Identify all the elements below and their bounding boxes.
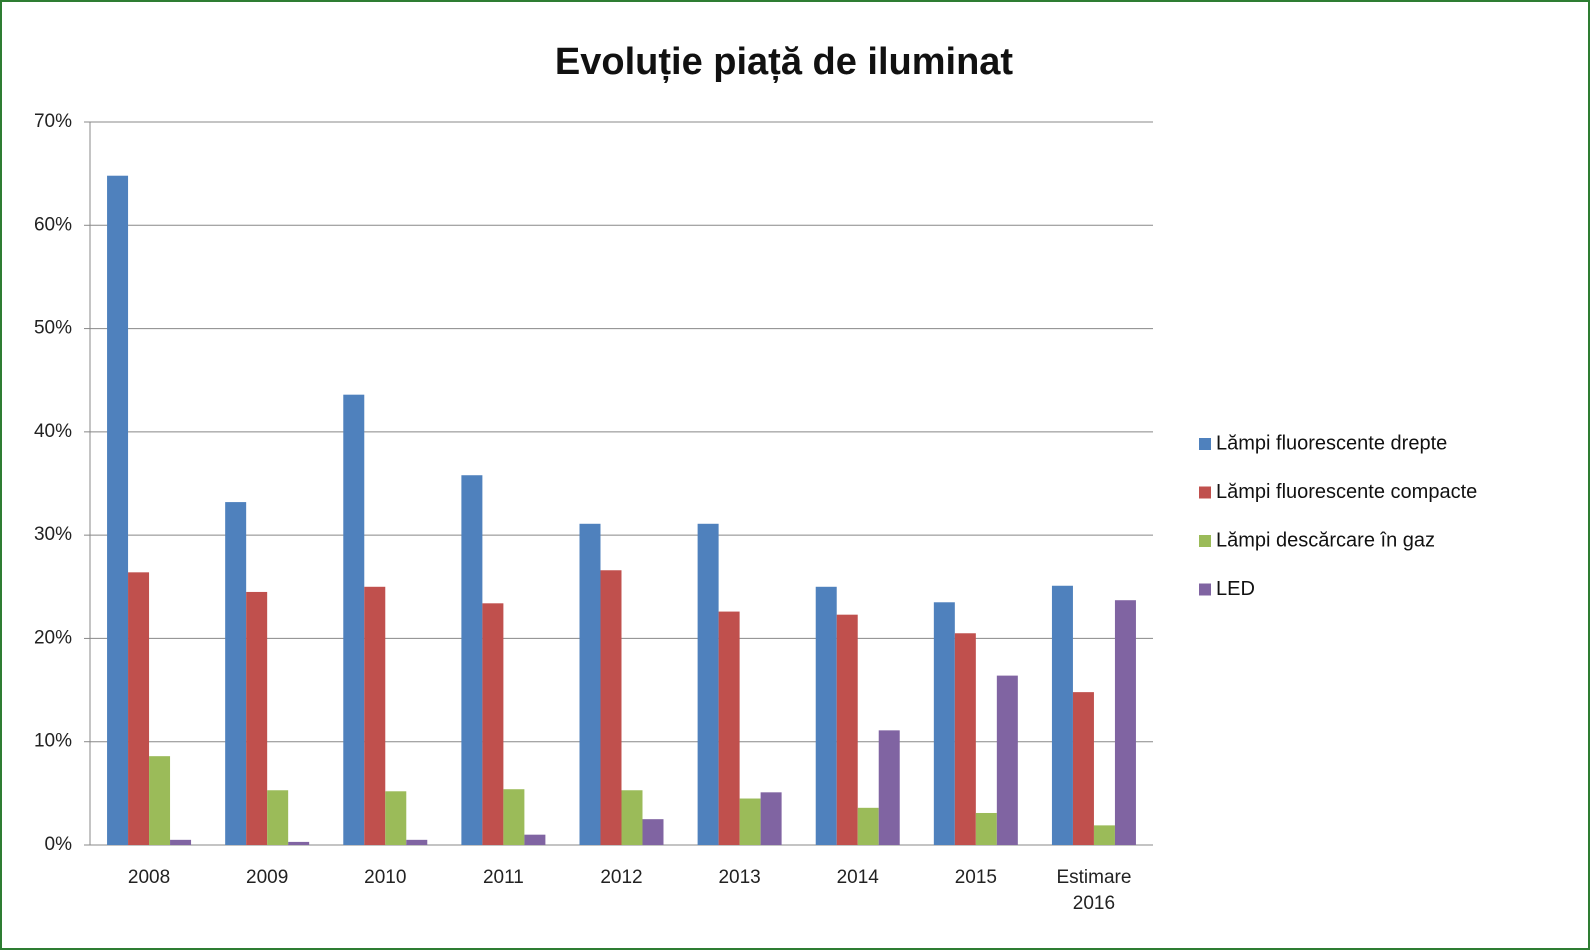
- bar: [1093, 825, 1115, 845]
- bar: [503, 789, 525, 845]
- y-tick-label: 70%: [34, 111, 72, 132]
- legend-swatch: [1199, 535, 1211, 547]
- bar: [482, 603, 504, 845]
- bar: [975, 812, 997, 845]
- y-tick-label: 10%: [34, 731, 72, 752]
- x-tick-label: 2010: [364, 867, 407, 888]
- y-tick-label: 30%: [34, 524, 72, 545]
- legend-swatch: [1199, 438, 1211, 450]
- legend-label: Lămpi fluorescente compacte: [1216, 481, 1477, 503]
- bar: [524, 834, 546, 845]
- bar: [857, 807, 879, 845]
- bar: [954, 633, 976, 845]
- bar: [1051, 585, 1073, 845]
- x-tick-label: 2014: [836, 867, 879, 888]
- bar: [642, 819, 664, 845]
- bar: [267, 790, 289, 845]
- y-tick-label: 0%: [45, 834, 73, 855]
- bar: [1114, 600, 1136, 845]
- legend-label: Lămpi fluorescente drepte: [1216, 432, 1447, 454]
- bar: [149, 756, 171, 845]
- x-tick-label: 2008: [127, 867, 171, 888]
- bar: [385, 791, 407, 845]
- x-tick-label: Estimare 2016: [1056, 867, 1132, 914]
- y-tick-label: 20%: [34, 627, 72, 648]
- y-tick-label: 60%: [34, 214, 72, 235]
- bar: [996, 675, 1018, 845]
- x-tick-label: 2012: [600, 867, 643, 888]
- bar: [878, 730, 900, 845]
- bar: [579, 523, 601, 845]
- x-tick-label: 2011: [482, 867, 524, 888]
- bar: [461, 475, 483, 845]
- bar: [718, 611, 740, 845]
- bar: [128, 572, 150, 845]
- x-tick-label: 2009: [246, 867, 289, 888]
- bar: [760, 792, 782, 845]
- bar: [107, 175, 129, 846]
- bar: [225, 502, 247, 845]
- bar: [288, 841, 310, 845]
- x-tick-label: 2015: [954, 867, 997, 888]
- bar: [246, 591, 268, 845]
- bar: [170, 839, 192, 845]
- bar: [933, 602, 955, 845]
- chart-title: Evoluție piață de iluminat: [555, 41, 1014, 83]
- bar: [739, 798, 761, 845]
- x-tick-label: 2013: [718, 867, 761, 888]
- bar: [697, 523, 719, 845]
- bar: [815, 586, 837, 845]
- bar: [406, 839, 428, 845]
- legend-swatch: [1199, 583, 1211, 596]
- legend-swatch: [1199, 486, 1211, 499]
- bar: [836, 614, 858, 845]
- bar: [600, 570, 622, 845]
- bar: [364, 586, 386, 845]
- legend-label: LED: [1216, 578, 1255, 600]
- y-tick-label: 50%: [34, 318, 72, 339]
- legend-label: Lămpi descărcare în gaz: [1216, 529, 1435, 551]
- bar: [343, 394, 365, 845]
- bar: [1072, 692, 1094, 845]
- bar: [621, 790, 643, 845]
- y-tick-label: 40%: [34, 421, 72, 442]
